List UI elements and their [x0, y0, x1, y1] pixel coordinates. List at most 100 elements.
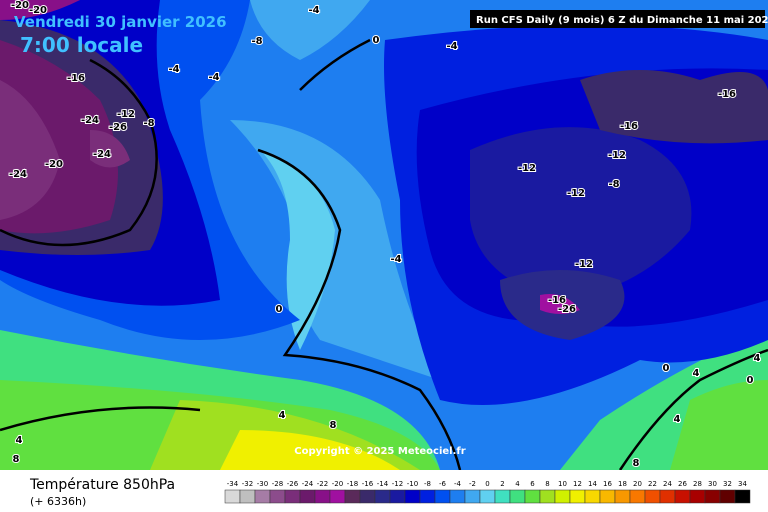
contour-label: 0 [373, 35, 380, 46]
contour-label: -8 [251, 36, 262, 47]
legend-swatch [599, 489, 616, 504]
legend-swatch [299, 489, 316, 504]
legend-swatch [344, 489, 361, 504]
legend-label: 0 [485, 480, 489, 488]
legend-label: 34 [738, 480, 747, 488]
legend-label: 14 [588, 480, 597, 488]
legend-label: -34 [227, 480, 239, 488]
legend-label: 28 [693, 480, 702, 488]
contour-label: -4 [446, 41, 457, 52]
legend-swatch [254, 489, 271, 504]
legend-label: 22 [648, 480, 657, 488]
legend-swatch [269, 489, 286, 504]
legend-label: 4 [515, 480, 520, 488]
contour-label: -12 [567, 188, 585, 199]
legend-label: -10 [407, 480, 418, 488]
legend-swatch [419, 489, 436, 504]
legend-swatch [644, 489, 661, 504]
contour-label: -8 [608, 179, 619, 190]
legend-label: -24 [302, 480, 314, 488]
legend-label: 26 [678, 480, 687, 488]
contour-label: -4 [208, 72, 219, 83]
contour-label: -24 [93, 149, 111, 160]
map-background [0, 0, 768, 470]
legend-label: 10 [558, 480, 567, 488]
legend-swatch [674, 489, 691, 504]
contour-label: 4 [674, 414, 681, 425]
legend-swatch [659, 489, 676, 504]
legend-label: -4 [454, 480, 462, 488]
legend-swatch [689, 489, 706, 504]
legend-label: 20 [633, 480, 642, 488]
legend-label: 16 [603, 480, 612, 488]
contour-label: 8 [633, 458, 640, 469]
legend-swatch [404, 489, 421, 504]
legend-swatch [449, 489, 466, 504]
legend-label: -32 [242, 480, 253, 488]
legend-label: 2 [500, 480, 504, 488]
legend-label: -30 [257, 480, 268, 488]
legend-swatch [614, 489, 631, 504]
run-info: Run CFS Daily (9 mois) 6 Z du Dimanche 1… [476, 15, 768, 26]
contour-label: 0 [663, 363, 670, 374]
legend-swatch [704, 489, 721, 504]
contour-label: -16 [548, 295, 566, 306]
contour-label: 4 [693, 368, 700, 379]
contour-label: -4 [390, 254, 401, 265]
legend-swatch [389, 489, 406, 504]
legend-label: -28 [272, 480, 283, 488]
contour-label: -16 [718, 89, 736, 100]
contour-label: -26 [558, 304, 576, 315]
contour-label: -20 [45, 159, 63, 170]
legend-swatch [284, 489, 301, 504]
contour-label: 4 [16, 435, 23, 446]
contour-label: -4 [308, 5, 319, 16]
legend-label: -12 [392, 480, 403, 488]
lead-time: (+ 6336h) [30, 495, 86, 508]
legend-label: -8 [424, 480, 431, 488]
contour-label: 0 [276, 304, 283, 315]
legend-label: 30 [708, 480, 717, 488]
legend-swatch [524, 489, 541, 504]
contour-label: -8 [143, 118, 154, 129]
contour-label: -4 [168, 64, 179, 75]
contour-label: 8 [13, 454, 20, 465]
contour-label: 8 [330, 420, 337, 431]
legend-label: -6 [439, 480, 447, 488]
contour-label: -24 [81, 115, 99, 126]
contour-label: -16 [620, 121, 638, 132]
legend-label: -18 [347, 480, 358, 488]
legend-swatch [569, 489, 586, 504]
legend-label: 32 [723, 480, 732, 488]
contour-label: 4 [279, 410, 286, 421]
legend-swatch [239, 489, 256, 504]
footer-title: Température 850hPa [29, 477, 175, 493]
run-box [470, 10, 765, 28]
legend-swatch [734, 489, 751, 504]
legend-label: -26 [287, 480, 299, 488]
copyright: Copyright © 2025 Meteociel.fr [294, 446, 465, 457]
colorbar: -34 -32 -30 -28 -26 -24 -22 -20 -18 -16 -14 -12 -10-… [224, 480, 751, 504]
legend-label: -16 [362, 480, 374, 488]
legend-swatch [554, 489, 571, 504]
legend-label: 24 [663, 480, 672, 488]
legend-label: 12 [573, 480, 582, 488]
legend-swatch [629, 489, 646, 504]
contour-labels: -20 -20 -4-8 0-4-4-4-16-12-24-26 -8-20-24-24… [8, 0, 762, 470]
date: Vendredi 30 janvier 2026 [14, 13, 227, 31]
legend-swatch [434, 489, 451, 504]
contour-label: -26 [109, 122, 127, 133]
contour-label: -12 [117, 109, 135, 120]
legend-swatch [539, 489, 556, 504]
legend-label: -20 [332, 480, 343, 488]
legend-label: 6 [530, 480, 535, 488]
contour-label: -16 [67, 73, 85, 84]
contour-label: -12 [518, 163, 536, 174]
legend-swatch [329, 489, 346, 504]
contour-label: 0 [747, 375, 754, 386]
time: 7:00 locale [20, 33, 143, 57]
legend-label: 18 [618, 480, 627, 488]
contour-label: -12 [608, 150, 626, 161]
legend-swatch [464, 489, 481, 504]
